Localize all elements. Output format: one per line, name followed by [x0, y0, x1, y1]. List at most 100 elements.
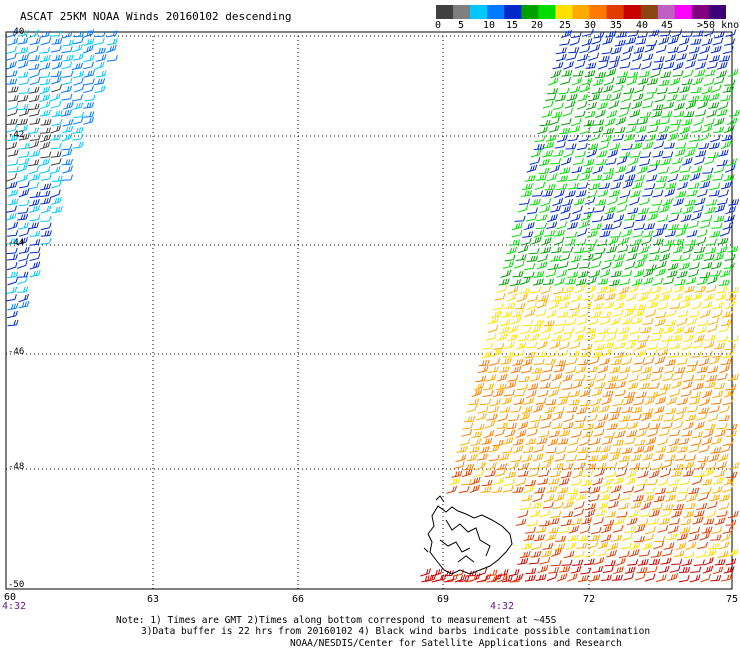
wind-barb — [547, 76, 559, 86]
wind-barb — [586, 276, 597, 285]
wind-barb — [612, 566, 624, 575]
wind-barb — [683, 551, 695, 559]
wind-barb — [599, 230, 611, 238]
wind-barb — [630, 63, 642, 70]
wind-barb — [701, 526, 713, 534]
wind-barb — [514, 303, 526, 310]
wind-barb — [639, 422, 650, 431]
wind-barb — [539, 333, 551, 341]
wind-barb — [635, 214, 647, 222]
wind-barb — [614, 389, 626, 397]
wind-barb — [631, 365, 643, 373]
wind-barb — [685, 414, 697, 422]
wind-barb — [496, 333, 508, 341]
lat-label: -44 — [8, 238, 25, 248]
wind-barb — [570, 31, 582, 39]
wind-barb — [681, 118, 693, 126]
wind-barb — [547, 88, 558, 95]
wind-barb — [622, 180, 634, 189]
wind-barb — [517, 557, 529, 565]
wind-barb — [571, 77, 583, 86]
wind-barb — [542, 190, 554, 197]
wind-barb — [524, 574, 536, 582]
wind-barb — [634, 524, 646, 533]
wind-barb — [529, 157, 541, 165]
wind-barb — [551, 111, 563, 119]
wind-barb — [475, 461, 486, 471]
wind-barb — [712, 253, 724, 261]
wind-barb — [720, 140, 732, 150]
wind-barb — [557, 348, 569, 357]
wind-barb — [545, 94, 557, 101]
wind-barb — [621, 93, 632, 103]
wind-barb — [482, 342, 494, 350]
wind-barb — [609, 55, 621, 63]
wind-barb — [690, 351, 702, 358]
wind-barb — [648, 382, 660, 389]
wind-barb — [535, 573, 547, 581]
wind-barb — [685, 100, 697, 110]
wind-barb — [520, 276, 531, 285]
wind-barb — [597, 453, 609, 462]
wind-barb — [566, 357, 578, 366]
wind-barb — [546, 221, 558, 229]
wind-barb — [719, 493, 730, 502]
wind-barb — [470, 438, 482, 447]
wind-barb — [617, 373, 629, 382]
wind-barb — [6, 181, 18, 189]
wind-barb — [577, 309, 589, 318]
wind-barb — [591, 36, 602, 45]
wind-barb — [39, 93, 51, 103]
wind-barb — [18, 300, 30, 309]
wind-barb — [692, 77, 704, 86]
wind-barb — [471, 388, 483, 398]
wind-barb — [631, 278, 643, 286]
wind-barb — [628, 548, 640, 557]
wind-barb — [642, 408, 654, 415]
wind-barb — [616, 511, 628, 518]
wind-barb — [473, 382, 485, 391]
wind-barb — [505, 380, 517, 389]
wind-barb — [17, 94, 29, 103]
wind-barb — [703, 429, 714, 438]
wind-barb — [555, 319, 567, 326]
wind-barb — [714, 382, 726, 389]
wind-barb — [601, 261, 612, 270]
wind-barb — [701, 38, 713, 46]
wind-barb — [566, 93, 578, 102]
wind-barb — [528, 469, 539, 478]
wind-barb — [714, 470, 726, 478]
wind-barb — [694, 421, 705, 430]
wind-barb — [675, 53, 687, 61]
wind-barb — [597, 540, 609, 550]
wind-barb — [526, 164, 538, 173]
wind-barb — [668, 86, 680, 94]
wind-barb — [494, 293, 506, 301]
wind-barb — [601, 348, 613, 357]
wind-barb — [537, 340, 548, 350]
wind-barb — [709, 182, 721, 191]
wind-barb — [550, 158, 562, 165]
wind-barb — [657, 214, 669, 223]
wind-barb — [575, 492, 587, 501]
wind-barb — [523, 397, 534, 406]
wind-barb — [61, 159, 73, 166]
wind-barb — [706, 199, 718, 206]
wind-barb — [590, 526, 602, 535]
wind-barb — [558, 341, 570, 350]
wind-barb — [492, 303, 504, 310]
wind-barb — [618, 108, 630, 118]
wind-barb — [700, 309, 711, 319]
wind-barb — [663, 325, 675, 334]
wind-barb — [513, 349, 525, 357]
wind-barb — [524, 308, 536, 318]
wind-barb — [722, 86, 734, 93]
wind-barb — [663, 239, 675, 246]
wind-barb — [688, 487, 700, 495]
wind-barb — [50, 151, 62, 158]
wind-barb — [727, 335, 739, 343]
wind-barb — [624, 437, 636, 445]
wind-barb — [679, 566, 691, 573]
wind-barb — [517, 470, 529, 477]
wind-barb — [553, 365, 565, 373]
